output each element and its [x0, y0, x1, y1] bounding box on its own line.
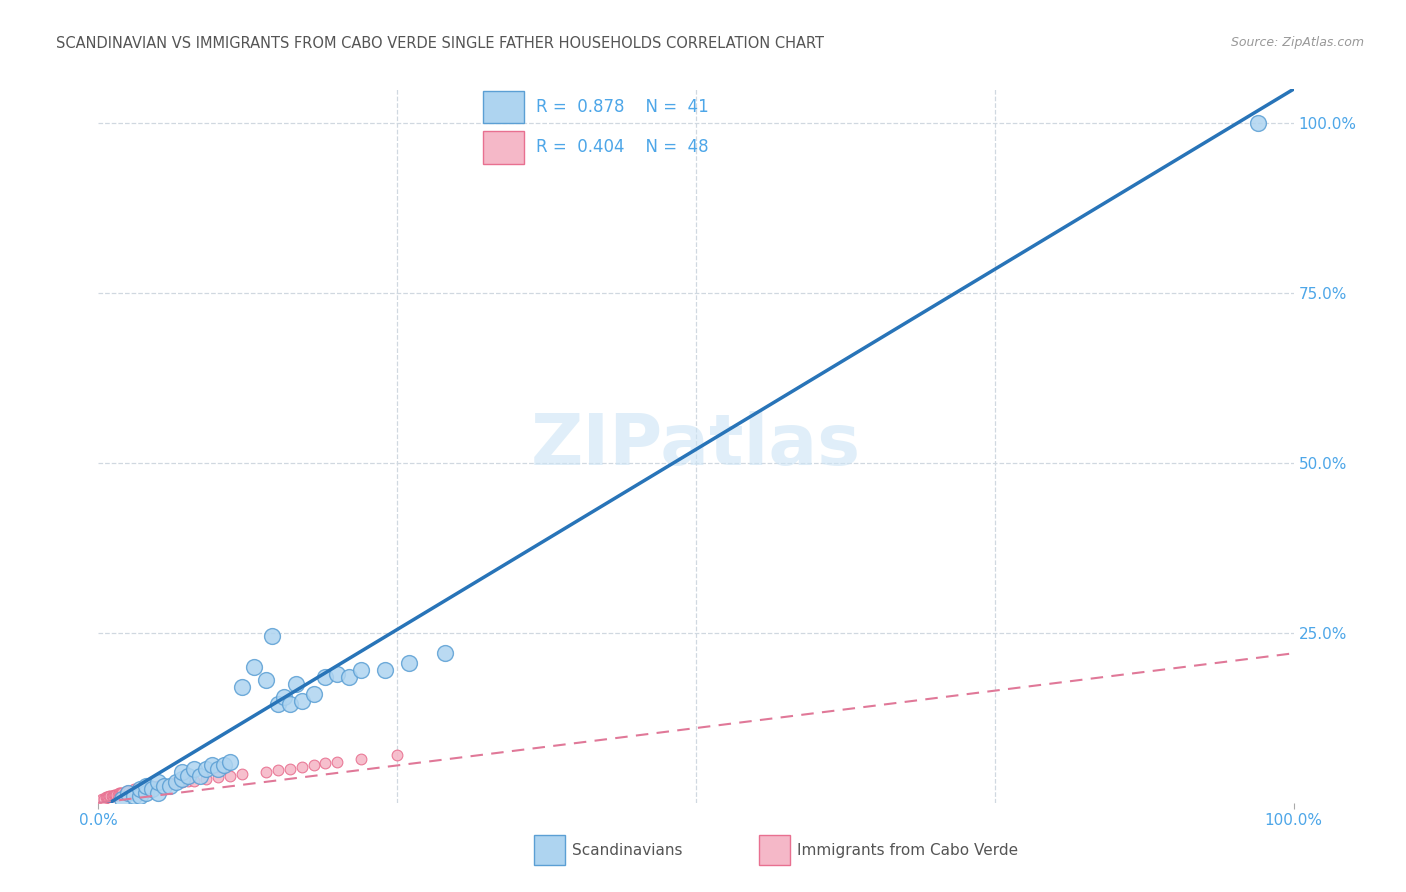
Point [91, 792, 114, 806]
Point [302, 687, 325, 701]
Point [141, 779, 163, 793]
Point [124, 789, 146, 803]
Point [194, 772, 218, 786]
Point [148, 786, 170, 800]
Point [135, 779, 157, 793]
Point [111, 792, 134, 806]
Point [1246, 116, 1268, 130]
Point [114, 786, 136, 800]
Point [97, 790, 120, 805]
Point [124, 782, 146, 797]
Point [326, 666, 349, 681]
FancyBboxPatch shape [484, 91, 523, 123]
Point [350, 663, 373, 677]
Text: Immigrants from Cabo Verde: Immigrants from Cabo Verde [797, 843, 1018, 857]
Point [284, 677, 307, 691]
Point [177, 769, 200, 783]
Point [315, 670, 337, 684]
Point [278, 698, 301, 712]
Point [267, 763, 290, 777]
Text: Source: ZipAtlas.com: Source: ZipAtlas.com [1230, 36, 1364, 49]
Point [141, 782, 163, 797]
Point [101, 789, 124, 803]
Point [118, 783, 141, 797]
Point [188, 769, 211, 783]
Point [153, 777, 176, 791]
Point [231, 680, 253, 694]
Point [100, 789, 122, 803]
Text: ZIPatlas: ZIPatlas [531, 411, 860, 481]
Point [291, 694, 314, 708]
Text: SCANDINAVIAN VS IMMIGRANTS FROM CABO VERDE SINGLE FATHER HOUSEHOLDS CORRELATION : SCANDINAVIAN VS IMMIGRANTS FROM CABO VER… [56, 36, 824, 51]
Point [135, 786, 157, 800]
Point [103, 788, 125, 802]
Point [115, 783, 138, 797]
Point [260, 629, 283, 643]
Point [107, 788, 129, 802]
Point [121, 783, 143, 797]
Y-axis label: Single Father Households: Single Father Households [0, 349, 7, 543]
Point [111, 786, 134, 800]
Point [108, 786, 131, 800]
Point [273, 690, 295, 705]
Point [165, 775, 187, 789]
Point [148, 775, 170, 789]
Point [291, 760, 314, 774]
Point [315, 756, 337, 771]
Point [93, 792, 115, 806]
Point [148, 779, 170, 793]
Point [135, 780, 157, 795]
Point [159, 777, 181, 791]
Point [219, 755, 242, 769]
Point [183, 774, 205, 789]
Point [267, 698, 290, 712]
Point [110, 786, 132, 800]
Point [243, 660, 266, 674]
Point [302, 758, 325, 772]
Point [278, 762, 301, 776]
Point [177, 774, 200, 789]
Point [194, 762, 218, 776]
Point [207, 770, 229, 784]
FancyBboxPatch shape [484, 131, 523, 163]
Point [231, 767, 253, 781]
Point [183, 762, 205, 776]
Point [326, 755, 349, 769]
Text: Scandinavians: Scandinavians [572, 843, 683, 857]
Point [207, 762, 229, 776]
Point [172, 772, 194, 786]
Point [398, 657, 420, 671]
Point [125, 782, 148, 797]
Point [254, 673, 277, 688]
Point [385, 748, 409, 763]
Point [433, 646, 456, 660]
Point [165, 775, 187, 789]
Point [96, 790, 118, 805]
Point [350, 751, 373, 765]
Point [129, 789, 152, 803]
Point [105, 788, 128, 802]
Text: R =  0.404    N =  48: R = 0.404 N = 48 [536, 138, 709, 156]
Point [254, 765, 277, 780]
Point [339, 670, 360, 684]
Text: R =  0.878    N =  41: R = 0.878 N = 41 [536, 98, 709, 116]
Point [172, 775, 194, 789]
Point [107, 786, 129, 800]
Point [219, 769, 242, 783]
Point [94, 790, 117, 805]
Point [117, 786, 139, 800]
Point [98, 789, 121, 803]
Point [104, 788, 127, 802]
Point [172, 765, 194, 780]
Point [159, 779, 181, 793]
Point [98, 789, 122, 803]
Point [128, 782, 150, 797]
Point [131, 780, 153, 795]
Point [374, 663, 396, 677]
Point [153, 779, 176, 793]
Point [129, 782, 152, 797]
Point [212, 758, 235, 772]
Point [201, 758, 224, 772]
Point [132, 780, 155, 795]
